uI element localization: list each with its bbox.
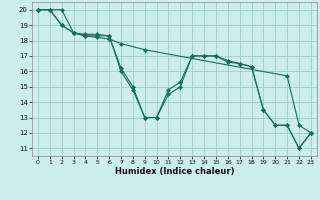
- X-axis label: Humidex (Indice chaleur): Humidex (Indice chaleur): [115, 167, 234, 176]
